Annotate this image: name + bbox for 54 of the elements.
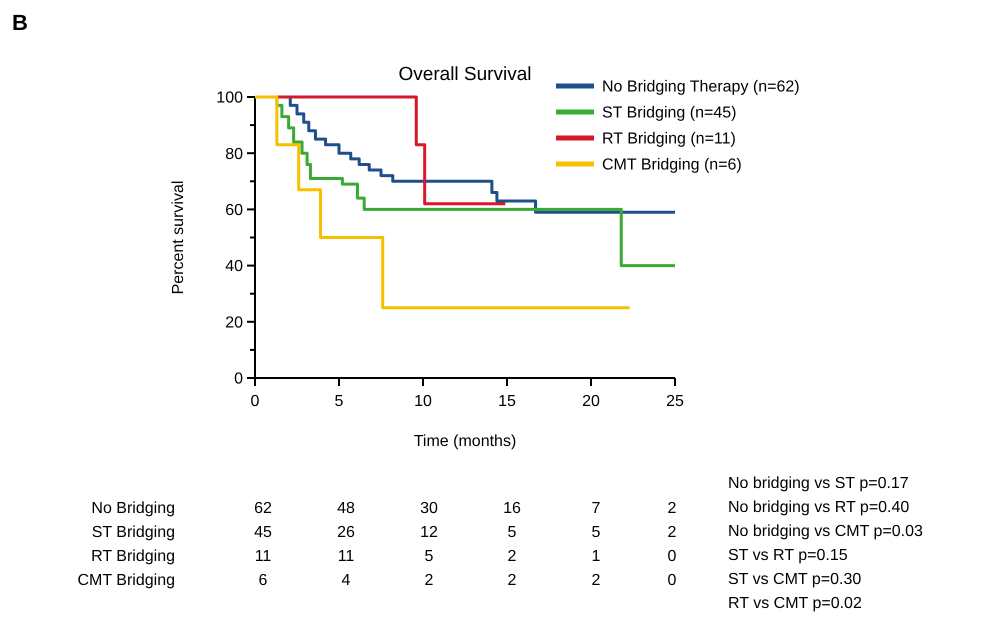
text: ST vs RT p=0.15 (728, 547, 848, 564)
text: 11 (338, 548, 354, 565)
text: ST vs CMT p=0.30 (728, 571, 862, 588)
text: 26 (337, 524, 355, 541)
text: 30 (420, 500, 438, 517)
y-axis-title: Percent survival (170, 180, 187, 294)
text: 5 (592, 524, 601, 541)
legend-label: RT Bridging (n=11) (602, 130, 736, 148)
text: CMT Bridging (77, 572, 175, 589)
x-tick-label: 10 (414, 393, 432, 410)
text: 6 (258, 572, 268, 589)
text: 7 (592, 500, 601, 517)
text: 0 (668, 572, 677, 589)
text: 5 (424, 548, 434, 565)
legend-label: No Bridging Therapy (n=62) (602, 78, 800, 96)
y-tick-label: 60 (225, 202, 244, 219)
text: No Bridging (91, 500, 175, 517)
text: 2 (508, 548, 517, 565)
text: RT Bridging (91, 548, 175, 565)
text: 2 (592, 572, 601, 589)
text: 48 (337, 500, 355, 517)
text: 62 (254, 500, 272, 517)
chart-title: Overall Survival (398, 64, 532, 85)
text: ST Bridging (92, 524, 175, 541)
text: 0 (668, 548, 677, 565)
text: 16 (503, 500, 521, 517)
text: 12 (420, 524, 438, 541)
text: 45 (254, 524, 272, 541)
x-tick-label: 25 (666, 393, 684, 410)
text: B (12, 10, 28, 35)
text: No bridging vs ST p=0.17 (728, 475, 909, 492)
legend-label: ST Bridging (n=45) (602, 104, 736, 122)
text: 2 (508, 572, 517, 589)
x-tick-label: 5 (334, 393, 344, 410)
text: 4 (342, 572, 351, 589)
x-tick-label: 20 (582, 393, 600, 410)
text: RT vs CMT p=0.02 (728, 595, 862, 612)
y-tick-label: 0 (234, 370, 244, 388)
text: 2 (424, 572, 434, 589)
text: No bridging vs CMT p=0.03 (728, 523, 924, 540)
text: 2 (668, 500, 677, 517)
y-tick-label: 80 (225, 146, 244, 163)
x-tick-label: 0 (250, 393, 260, 410)
y-tick-label: 20 (225, 314, 244, 332)
y-tick-label: 100 (216, 90, 244, 107)
text: No bridging vs RT p=0.40 (728, 499, 910, 516)
x-tick-label: 15 (498, 393, 516, 410)
text: 11 (254, 548, 272, 565)
text: 1 (592, 548, 601, 565)
y-tick-label: 40 (225, 258, 244, 276)
x-axis-title: Time (months) (414, 433, 516, 450)
text: 2 (668, 524, 677, 541)
text: 5 (508, 524, 517, 541)
legend-label: CMT Bridging (n=6) (602, 156, 742, 174)
